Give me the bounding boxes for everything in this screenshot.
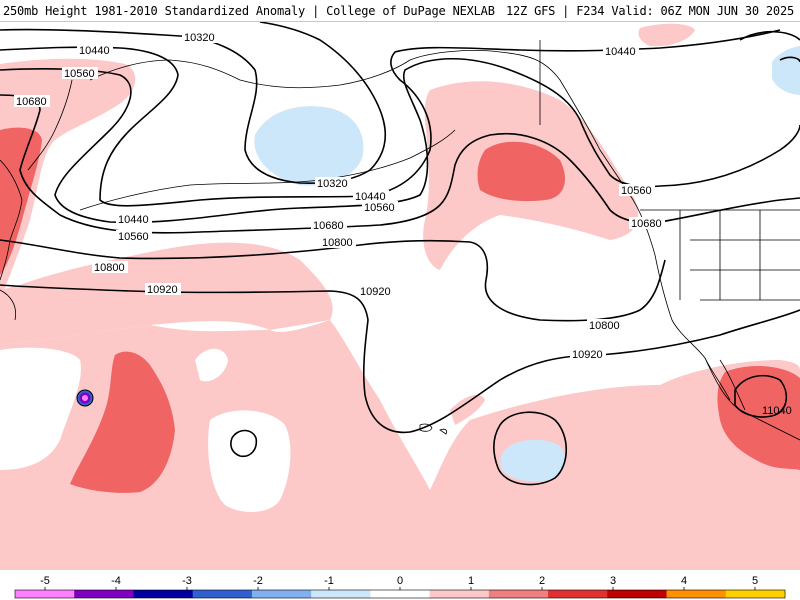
color-scale-segment [74,590,134,598]
color-scale-segment [133,590,194,598]
color-scale-segment [548,590,608,598]
contour-label-10560: 10560 [364,202,395,214]
color-scale-ticks: -5 -4 -3 -2 -1 0 1 2 3 4 5 [40,575,758,587]
color-scale-segment [370,590,431,598]
tick-label: -1 [324,575,334,587]
tick-label: 4 [681,575,687,587]
tick-label: 1 [468,575,474,587]
contour-label-10920: 10920 [147,284,178,296]
contour-label-10680: 10680 [16,96,47,108]
contour-label-10320: 10320 [317,178,348,190]
color-scale-segment [192,590,253,598]
contour-label-10440: 10440 [605,46,636,58]
tick-label: 0 [397,575,403,587]
contour-label-10320: 10320 [184,32,215,44]
map-header: 250mb Height 1981-2010 Standardized Anom… [0,0,800,22]
tick-label: -5 [40,575,50,587]
tick-label: 3 [610,575,616,587]
color-scale-segment [607,590,668,598]
tick-label: -2 [253,575,263,587]
contour-label-10920: 10920 [360,286,391,298]
contour-label-10560: 10560 [64,68,95,80]
color-scale-segment [488,590,549,598]
contour-label-10440: 10440 [355,191,386,203]
color-scale-segment [15,590,75,598]
valid-time: 12Z GFS | F234 Valid: 06Z MON JUN 30 202… [505,4,794,18]
anomaly-map: 10320 10320 10440 10440 10440 10440 1056… [0,22,800,570]
tick-label: 2 [539,575,545,587]
contour-label-10800: 10800 [322,237,353,249]
strong-positive-anomaly-fill [0,127,800,493]
color-scale-segment [429,590,490,598]
tick-label: 5 [752,575,758,587]
color-scale-segment [311,590,371,598]
color-scale-segment [251,590,312,598]
contour-label-10440: 10440 [79,45,110,57]
extreme-anomaly-marker [76,389,94,407]
contour-label-10680: 10680 [631,218,662,230]
contour-label-10800: 10800 [94,262,125,274]
map-title: 250mb Height 1981-2010 Standardized Anom… [3,4,495,18]
color-scale-legend: -5 -4 -3 -2 -1 0 1 2 3 4 5 [0,572,800,600]
tick-label: -3 [182,575,192,587]
color-scale-bar [14,587,786,599]
contour-label-10440: 10440 [118,214,149,226]
color-scale-segment [725,590,786,598]
contour-label-10560: 10560 [621,185,652,197]
contour-label-10560: 10560 [118,231,149,243]
contour-label-10680: 10680 [313,220,344,232]
negative-anomaly-fill [254,46,800,482]
contour-label-10800: 10800 [589,320,620,332]
contour-label-10920: 10920 [572,349,603,361]
tick-label: -4 [111,575,121,587]
contour-labels: 10320 10320 10440 10440 10440 10440 1056… [14,31,792,417]
color-scale-segment [666,590,727,598]
contour-label-11040: 11040 [762,405,792,417]
